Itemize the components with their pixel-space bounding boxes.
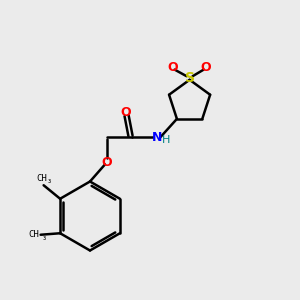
- Text: S: S: [184, 71, 195, 85]
- Text: ₃: ₃: [47, 176, 51, 184]
- Text: O: O: [121, 106, 131, 119]
- Text: H: H: [162, 135, 170, 145]
- Text: O: O: [168, 61, 178, 74]
- Text: O: O: [200, 61, 211, 74]
- Text: CH: CH: [37, 174, 47, 183]
- Text: CH: CH: [28, 230, 39, 239]
- Text: N: N: [152, 131, 162, 144]
- Text: ₃: ₃: [43, 233, 46, 242]
- Text: O: O: [101, 156, 112, 170]
